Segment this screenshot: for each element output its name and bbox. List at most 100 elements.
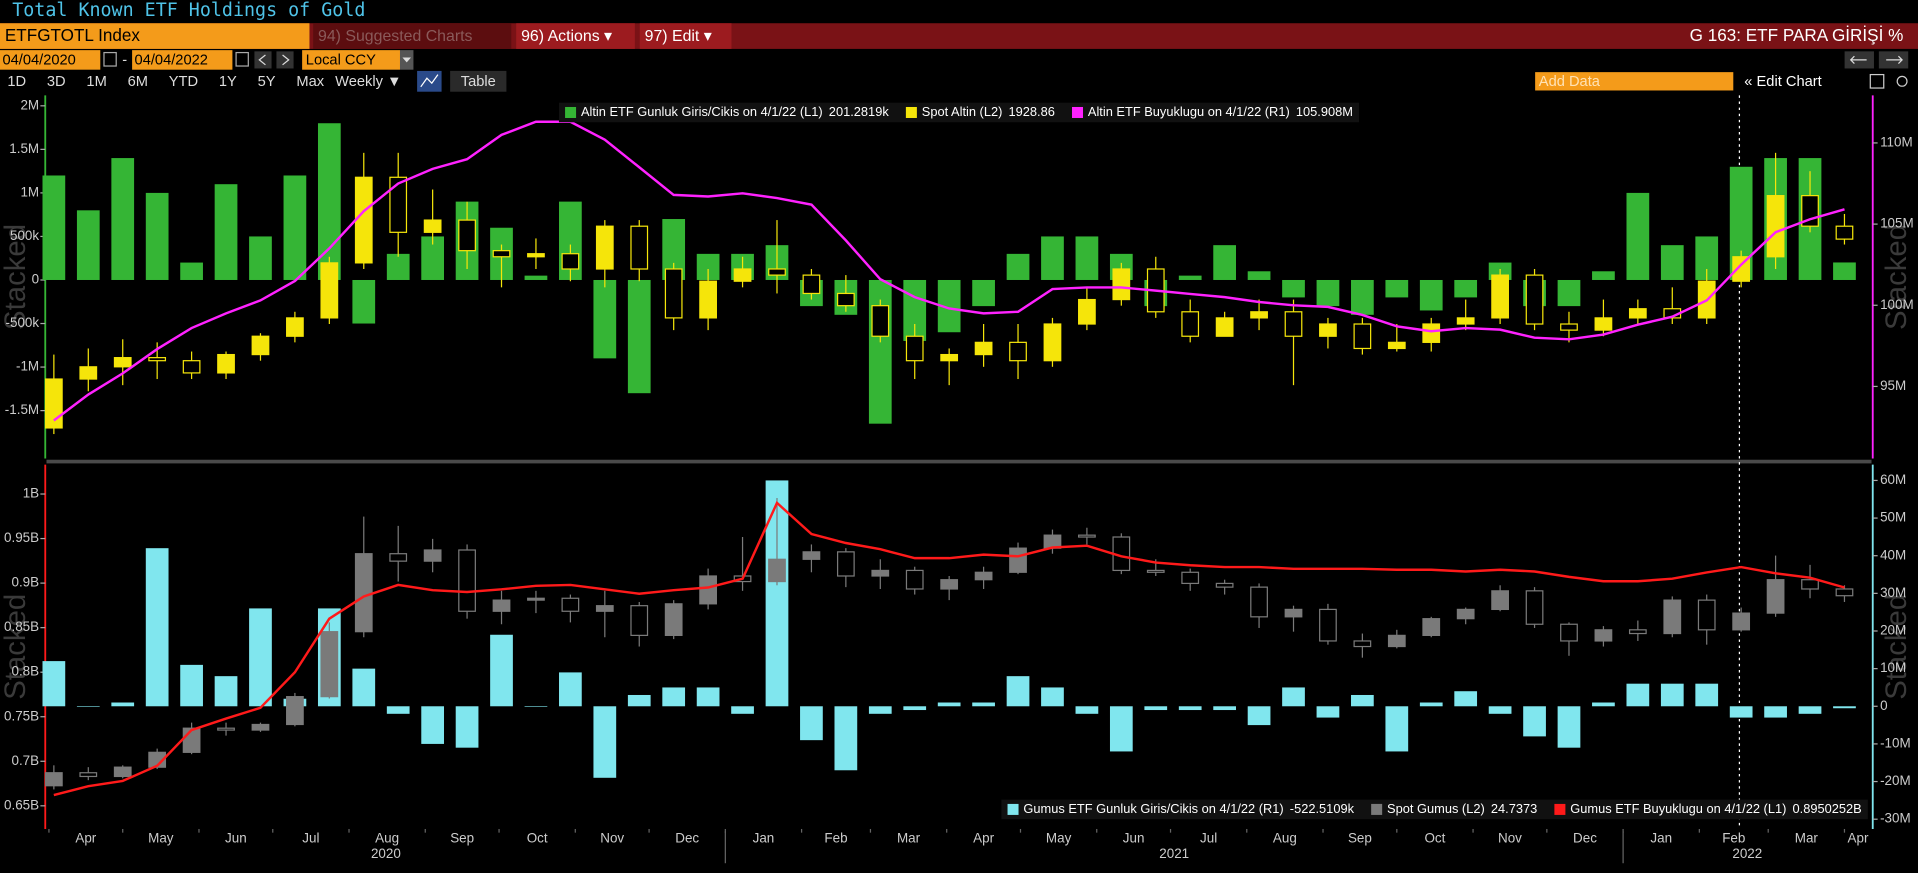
- y-tick-label: 0.85B: [4, 619, 39, 634]
- candle-body: [940, 353, 959, 362]
- legend-label: Altin ETF Gunluk Giris/Cikis on 4/1/22 (…: [581, 104, 823, 119]
- candle-body: [1525, 590, 1544, 625]
- edit-chart[interactable]: « Edit Chart: [1744, 74, 1821, 90]
- period-button[interactable]: YTD: [169, 74, 198, 90]
- bar: [868, 706, 892, 714]
- bar: [1041, 236, 1064, 280]
- ticker[interactable]: ETFGTOTL Index: [5, 26, 140, 45]
- currency-box[interactable]: [302, 50, 400, 70]
- candle-body: [1525, 274, 1544, 325]
- x-tick-label: Dec: [675, 830, 699, 845]
- candle-body: [733, 268, 752, 282]
- candle-body: [251, 335, 270, 356]
- y-tick-label: 20M: [1880, 623, 1906, 638]
- bar: [283, 175, 307, 280]
- end-date-box[interactable]: [132, 50, 233, 70]
- actions-label[interactable]: 96) Actions ▾: [521, 28, 612, 45]
- y-tick-label: 0.95B: [4, 530, 39, 545]
- bar: [834, 706, 858, 771]
- bar: [1833, 706, 1856, 709]
- candle-body: [1491, 590, 1509, 611]
- add-data-box[interactable]: [1535, 72, 1734, 91]
- bar: [111, 702, 135, 707]
- table-button[interactable]: [450, 70, 507, 92]
- candle-body: [217, 727, 235, 731]
- candle-body: [148, 357, 167, 362]
- calendar-icon[interactable]: [235, 51, 249, 67]
- period-button[interactable]: 6M: [128, 74, 148, 90]
- period-button[interactable]: 1D: [7, 74, 26, 90]
- bar: [1488, 706, 1512, 714]
- y-tick-label: -10M: [1880, 735, 1911, 750]
- bar: [1178, 706, 1202, 711]
- panel-divider: [46, 459, 1872, 464]
- bar: [1729, 166, 1753, 280]
- bar: [1351, 279, 1374, 315]
- y-tick-label: 95M: [1880, 378, 1906, 393]
- prev-button[interactable]: [254, 51, 272, 69]
- candle-body: [1319, 323, 1337, 337]
- candle-body: [974, 571, 993, 581]
- watermark: Stacked: [1880, 594, 1913, 700]
- candle-body: [44, 772, 63, 787]
- start-date[interactable]: 04/04/2020: [2, 52, 75, 68]
- period-button[interactable]: Max: [296, 74, 324, 90]
- chart-panel: Stacked Stacked 0.65B 0.7B 0.75B 0.8B 0.85B 0.9…: [0, 464, 1913, 864]
- candle-body: [1250, 586, 1268, 618]
- candle-body: [389, 176, 408, 233]
- bar: [1523, 706, 1546, 737]
- bar: [696, 253, 720, 280]
- watermark: Stacked: [0, 594, 32, 700]
- bar: [937, 279, 961, 333]
- bar: [1592, 702, 1615, 707]
- end-date[interactable]: 04/04/2022: [135, 52, 208, 68]
- legend-value: 201.2819k: [829, 104, 890, 119]
- period-button[interactable]: 1M: [86, 74, 106, 90]
- bar: [145, 192, 169, 280]
- bar: [1316, 279, 1340, 307]
- gear-icon[interactable]: [1896, 75, 1908, 87]
- x-tick-label: Jan: [753, 830, 775, 845]
- suggested-label[interactable]: 94) Suggested Charts: [318, 28, 473, 45]
- currency[interactable]: Local CCY: [306, 52, 376, 68]
- candle-body: [1078, 298, 1096, 325]
- bar: [214, 676, 238, 707]
- candle-body: [286, 317, 304, 337]
- bar: [1454, 691, 1478, 707]
- ticker-box[interactable]: [0, 23, 310, 49]
- watermark: Stacked: [1880, 224, 1913, 330]
- legend-swatch: [1072, 106, 1084, 118]
- calendar-icon[interactable]: [103, 51, 117, 67]
- chart-type-icon: [420, 74, 439, 88]
- bar: [593, 279, 617, 359]
- x-tick-label: Apr: [1848, 830, 1869, 845]
- candle-body: [595, 225, 614, 270]
- bar: [42, 175, 66, 280]
- period-button[interactable]: 1Y: [219, 74, 237, 90]
- candle-body: [1353, 323, 1372, 350]
- watermark: Stacked: [0, 224, 32, 330]
- period-button[interactable]: 3D: [47, 74, 66, 90]
- bar: [1006, 253, 1030, 280]
- settings-icon[interactable]: [1869, 73, 1885, 89]
- next-button[interactable]: [276, 51, 294, 69]
- bar: [42, 661, 66, 707]
- frequency[interactable]: Weekly ▼: [335, 74, 401, 90]
- edit-button[interactable]: [639, 23, 732, 49]
- actions-button[interactable]: [516, 23, 635, 49]
- window-title: Total Known ETF Holdings of Gold: [12, 0, 365, 21]
- legend-background: [1001, 799, 1868, 820]
- legend-swatch: [1371, 803, 1383, 815]
- suggested-button[interactable]: [313, 23, 512, 49]
- start-date-box[interactable]: [0, 50, 101, 70]
- y-tick-label: 100M: [1880, 297, 1914, 312]
- edit-label[interactable]: 97) Edit ▾: [645, 28, 712, 45]
- bar: [662, 219, 686, 280]
- period-button[interactable]: 5Y: [258, 74, 276, 90]
- bar: [1006, 676, 1030, 707]
- table-label[interactable]: Table: [461, 74, 496, 90]
- x-tick-label: Jun: [1123, 830, 1145, 845]
- candle-body: [699, 575, 717, 605]
- legend-label: Gumus ETF Buyuklugu on 4/1/22 (L1): [1570, 801, 1786, 816]
- add-data[interactable]: Add Data: [1539, 74, 1601, 90]
